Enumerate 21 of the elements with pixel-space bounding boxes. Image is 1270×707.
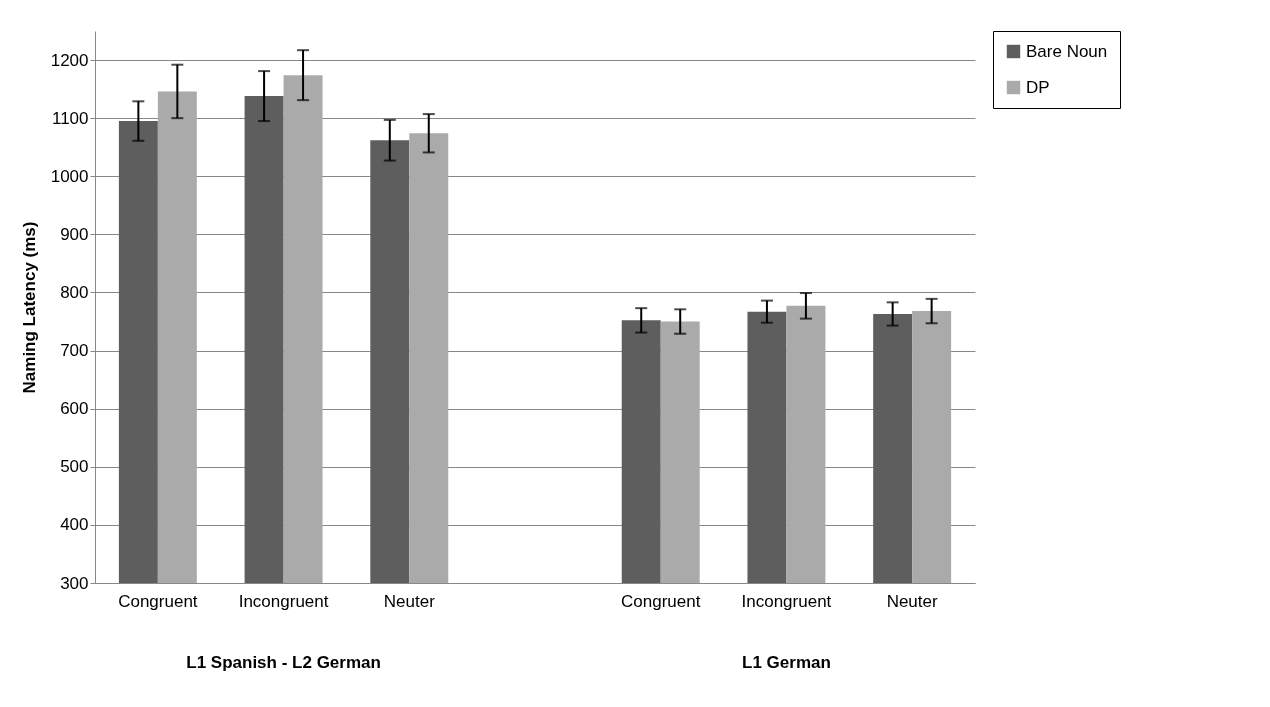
y-tick-label: 400 bbox=[60, 515, 89, 535]
y-tick-label: 1000 bbox=[50, 166, 89, 186]
y-tick-label: 1100 bbox=[51, 108, 89, 128]
y-tick-label: 800 bbox=[60, 282, 89, 302]
legend-label: DP bbox=[1026, 77, 1050, 97]
y-tick-label: 1200 bbox=[50, 50, 89, 70]
x-tick-label: Incongruent bbox=[741, 591, 832, 611]
y-tick-label: 300 bbox=[60, 573, 89, 593]
text: L1 Spanish - L2 German bbox=[186, 653, 381, 672]
text: L1 German bbox=[742, 653, 831, 672]
y-axis-title: Naming Latency (ms) bbox=[19, 221, 39, 394]
y-tick-label: 600 bbox=[60, 399, 89, 419]
y-tick-label: 900 bbox=[60, 224, 89, 244]
x-tick-label: Congruent bbox=[621, 591, 701, 611]
y-tick-label: 700 bbox=[60, 341, 89, 361]
x-tick-label: Neuter bbox=[383, 591, 436, 611]
x-tick-label: Congruent bbox=[118, 591, 198, 611]
x-tick-label: Incongruent bbox=[238, 591, 329, 611]
legend-label: Bare Noun bbox=[1026, 41, 1108, 61]
x-tick-label: Neuter bbox=[886, 591, 938, 611]
y-tick-label: 500 bbox=[60, 457, 89, 477]
